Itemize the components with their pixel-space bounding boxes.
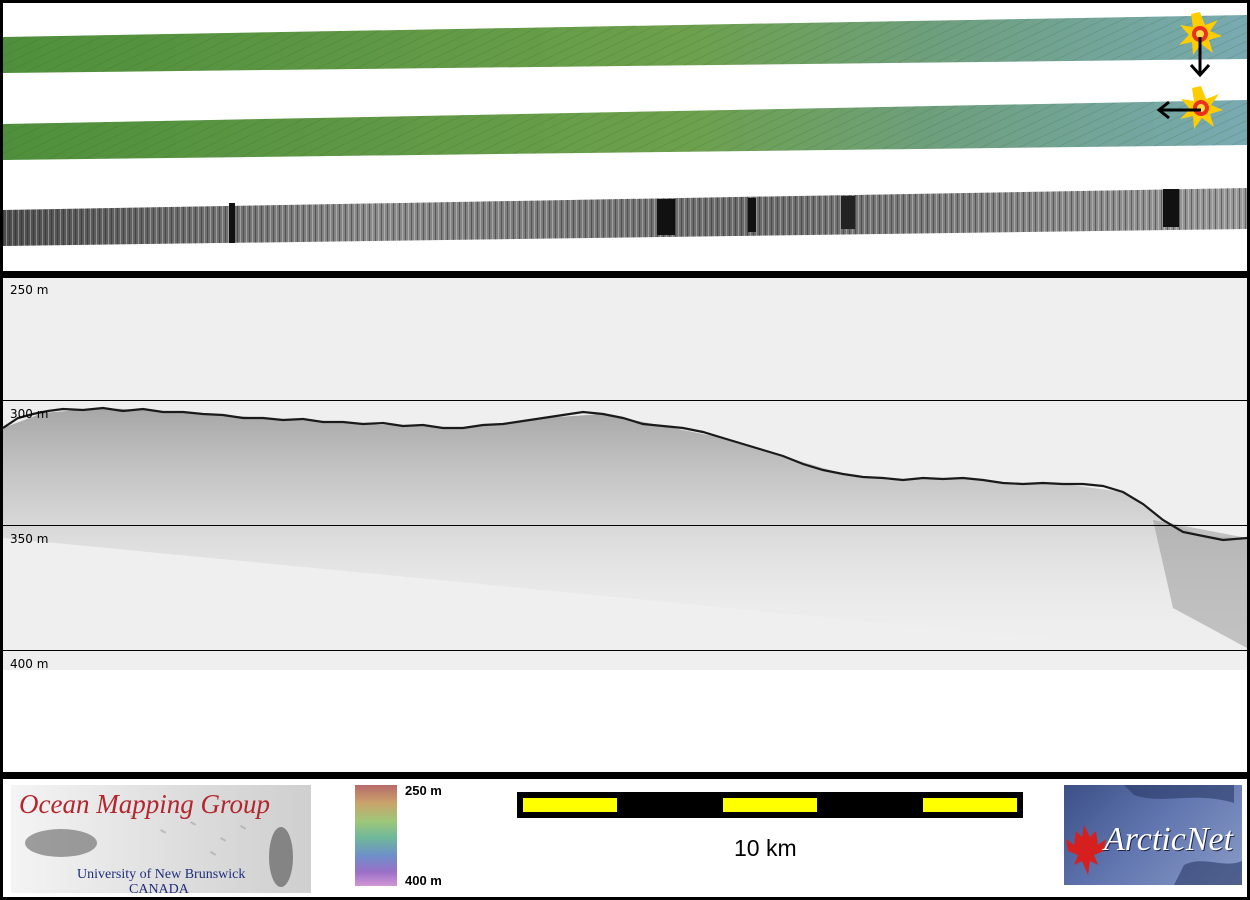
depth-label-350: 350 m (10, 532, 49, 546)
colorbar-bottom-label: 400 m (405, 873, 442, 888)
arcticnet-name: ArcticNet (1104, 821, 1234, 858)
scale-segment (523, 798, 617, 812)
omg-university: University of New Brunswick (77, 867, 246, 882)
depth-gridline (3, 525, 1247, 526)
echogram-panel: 250 m 300 m 350 m 400 m (3, 278, 1247, 772)
scale-segment (723, 798, 817, 812)
maple-leaf-icon (1066, 785, 1242, 885)
depth-label-250: 250 m (10, 283, 49, 297)
arcticnet-logo: ArcticNet (1064, 785, 1242, 885)
depth-label-400: 400 m (10, 657, 49, 671)
depth-gridline (3, 400, 1247, 401)
swath-panel (3, 3, 1247, 271)
ocean-mapping-group-logo: Ocean Mapping Group University of New Br… (11, 785, 311, 897)
scale-bar (517, 792, 1023, 818)
arrow-left-icon (1156, 100, 1201, 120)
explosion-marker-icon (1179, 12, 1222, 55)
explosion-marker-icon (1180, 86, 1223, 129)
depth-gridline (3, 650, 1247, 651)
omg-country: CANADA (129, 882, 189, 897)
footer-panel: Ocean Mapping Group University of New Br… (3, 779, 1247, 897)
depth-colorbar (355, 785, 397, 886)
seabed-profile (3, 406, 1247, 658)
scale-segment (923, 798, 1017, 812)
arrow-down-icon (1189, 37, 1211, 78)
seabed-reflector-line (3, 406, 1247, 542)
swath-strips (3, 12, 1247, 246)
colorbar-top-label: 250 m (405, 783, 442, 798)
depth-label-300: 300 m (10, 407, 49, 421)
seabed-image-icon (25, 815, 293, 887)
omg-title: Ocean Mapping Group (19, 789, 270, 819)
scale-label: 10 km (734, 835, 797, 861)
